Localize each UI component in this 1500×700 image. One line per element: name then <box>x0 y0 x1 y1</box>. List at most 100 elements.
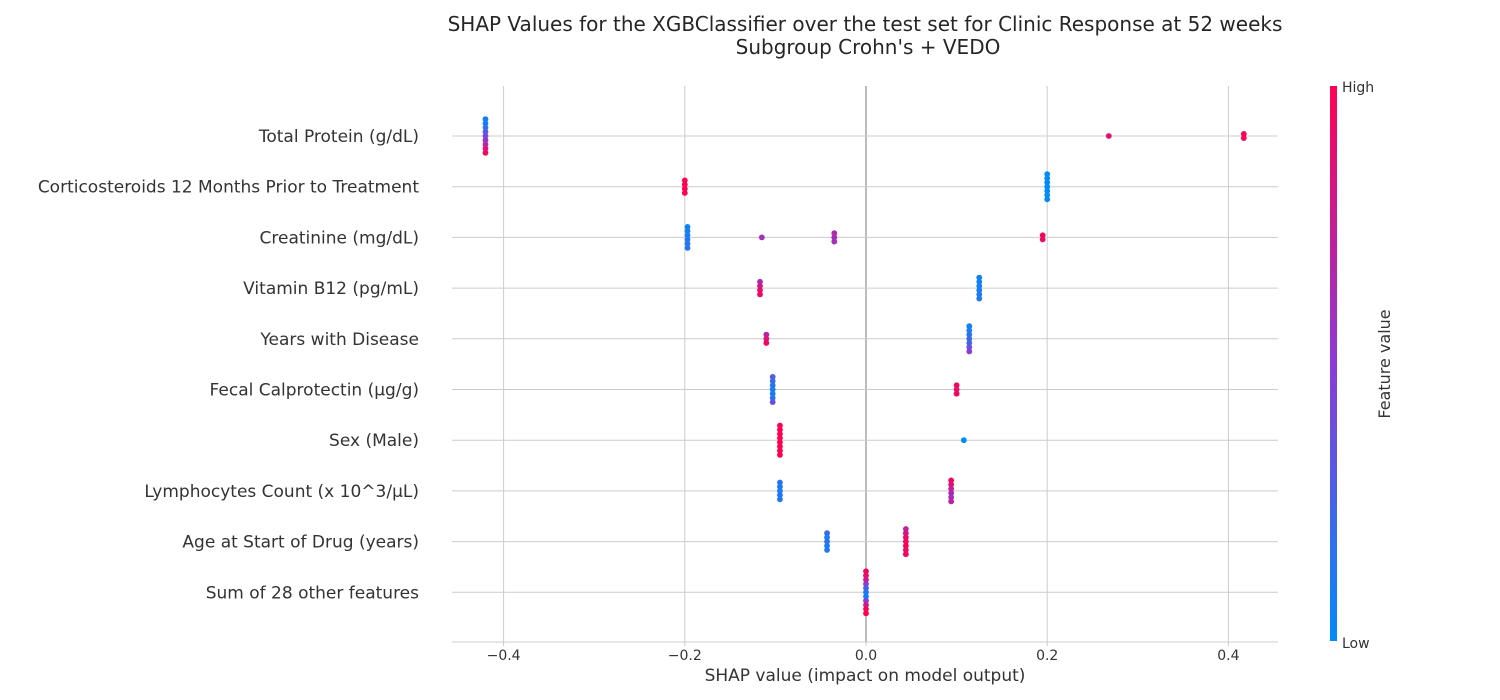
shap-point <box>1039 236 1046 243</box>
shap-point <box>824 547 830 553</box>
shap-point <box>684 224 691 230</box>
shap-point <box>863 589 869 596</box>
feature-label: Age at Start of Drug (years) <box>182 533 419 553</box>
shap-point <box>863 610 869 617</box>
shap-point <box>863 597 869 604</box>
shap-point <box>482 149 489 156</box>
shap-point <box>824 538 830 545</box>
chart-title: SHAP Values for the XGBClassifier over t… <box>448 12 1283 36</box>
shap-point <box>976 278 983 285</box>
shap-point <box>777 483 783 490</box>
shap-point <box>902 542 909 549</box>
shap-point <box>777 426 783 433</box>
shap-point <box>769 382 776 389</box>
shap-point <box>902 547 909 553</box>
colorbar <box>1330 86 1337 641</box>
shap-point <box>482 124 489 131</box>
colorbar-low-label: Low <box>1342 636 1370 652</box>
shap-point <box>777 431 783 437</box>
feature-label: Corticosteroids 12 Months Prior to Treat… <box>38 178 420 198</box>
shap-point <box>824 534 830 541</box>
shap-point <box>902 526 909 532</box>
chart-subtitle: Subgroup Crohn's + VEDO <box>736 35 1001 59</box>
shap-point <box>777 443 783 450</box>
colorbar-title: Feature value <box>1375 309 1394 418</box>
feature-label: Fecal Calprotectin (µg/g) <box>210 381 419 401</box>
shap-point <box>757 278 763 285</box>
shap-point <box>769 395 776 401</box>
shap-point <box>831 230 838 237</box>
shap-point <box>863 602 869 608</box>
grid <box>452 86 1278 642</box>
shap-point <box>482 120 489 127</box>
shap-point <box>1044 175 1051 182</box>
x-tick-label: −0.4 <box>487 648 521 664</box>
shap-point <box>769 386 776 393</box>
colorbar-high-label: High <box>1342 80 1374 96</box>
shap-point <box>1044 179 1051 186</box>
shap-point <box>777 492 783 498</box>
shap-point <box>966 323 973 330</box>
shap-point <box>948 477 955 484</box>
shap-point <box>681 181 688 188</box>
shap-point <box>902 534 909 541</box>
shap-point <box>902 538 909 545</box>
shap-point <box>1044 188 1051 194</box>
shap-point <box>948 490 955 496</box>
shap-point <box>831 238 838 245</box>
shap-point <box>482 128 489 135</box>
shap-point <box>863 576 869 583</box>
x-tick-label: 0.2 <box>1036 648 1058 664</box>
shap-point <box>763 340 770 346</box>
shap-point <box>960 437 967 444</box>
shap-point <box>769 390 776 397</box>
shap-point <box>684 245 691 251</box>
shap-point <box>681 190 688 196</box>
feature-label: Total Protein (g/dL) <box>258 127 419 147</box>
feature-label: Creatinine (mg/dL) <box>260 228 420 248</box>
shap-point <box>948 485 955 492</box>
shap-point <box>966 331 973 338</box>
shap-point <box>1240 131 1247 137</box>
shap-point <box>953 382 960 389</box>
shap-point <box>763 335 770 342</box>
shap-point <box>482 133 489 139</box>
shap-point <box>777 479 783 486</box>
x-axis-label: SHAP value (impact on model output) <box>705 666 1026 686</box>
data-points <box>482 116 1247 617</box>
shap-point <box>863 585 869 591</box>
shap-point <box>948 498 955 505</box>
shap-point <box>777 447 783 454</box>
shap-point <box>1039 232 1046 239</box>
shap-point <box>976 274 983 281</box>
shap-point <box>482 145 489 152</box>
shap-point <box>863 572 869 579</box>
shap-point <box>482 116 489 123</box>
shap-point <box>863 606 869 612</box>
shap-point <box>681 185 688 192</box>
x-tick-label: 0.4 <box>1217 648 1239 664</box>
shap-point <box>948 481 955 488</box>
feature-label: Sum of 28 other features <box>206 583 419 603</box>
shap-point <box>757 283 763 289</box>
shap-point <box>1044 183 1051 190</box>
feature-labels: Total Protein (g/dL) Corticosteroids 12 M… <box>38 127 420 603</box>
x-ticks: −0.4 −0.2 0.0 0.2 0.4 <box>487 642 1240 664</box>
shap-point <box>777 422 783 429</box>
shap-point <box>769 374 776 380</box>
shap-point <box>482 141 489 148</box>
shap-point <box>684 240 691 247</box>
shap-point <box>863 593 869 600</box>
x-tick-label: −0.2 <box>668 648 702 664</box>
feature-label: Lymphocytes Count (x 10^3/µL) <box>144 482 419 502</box>
feature-label: Years with Disease <box>259 330 419 350</box>
feature-label: Vitamin B12 (pg/mL) <box>243 279 419 299</box>
shap-point <box>757 287 763 294</box>
shap-point <box>769 399 776 405</box>
shap-point <box>777 439 783 446</box>
shap-point <box>757 291 763 298</box>
shap-point <box>1240 135 1247 142</box>
feature-label: Sex (Male) <box>329 431 419 451</box>
shap-point <box>482 137 489 144</box>
